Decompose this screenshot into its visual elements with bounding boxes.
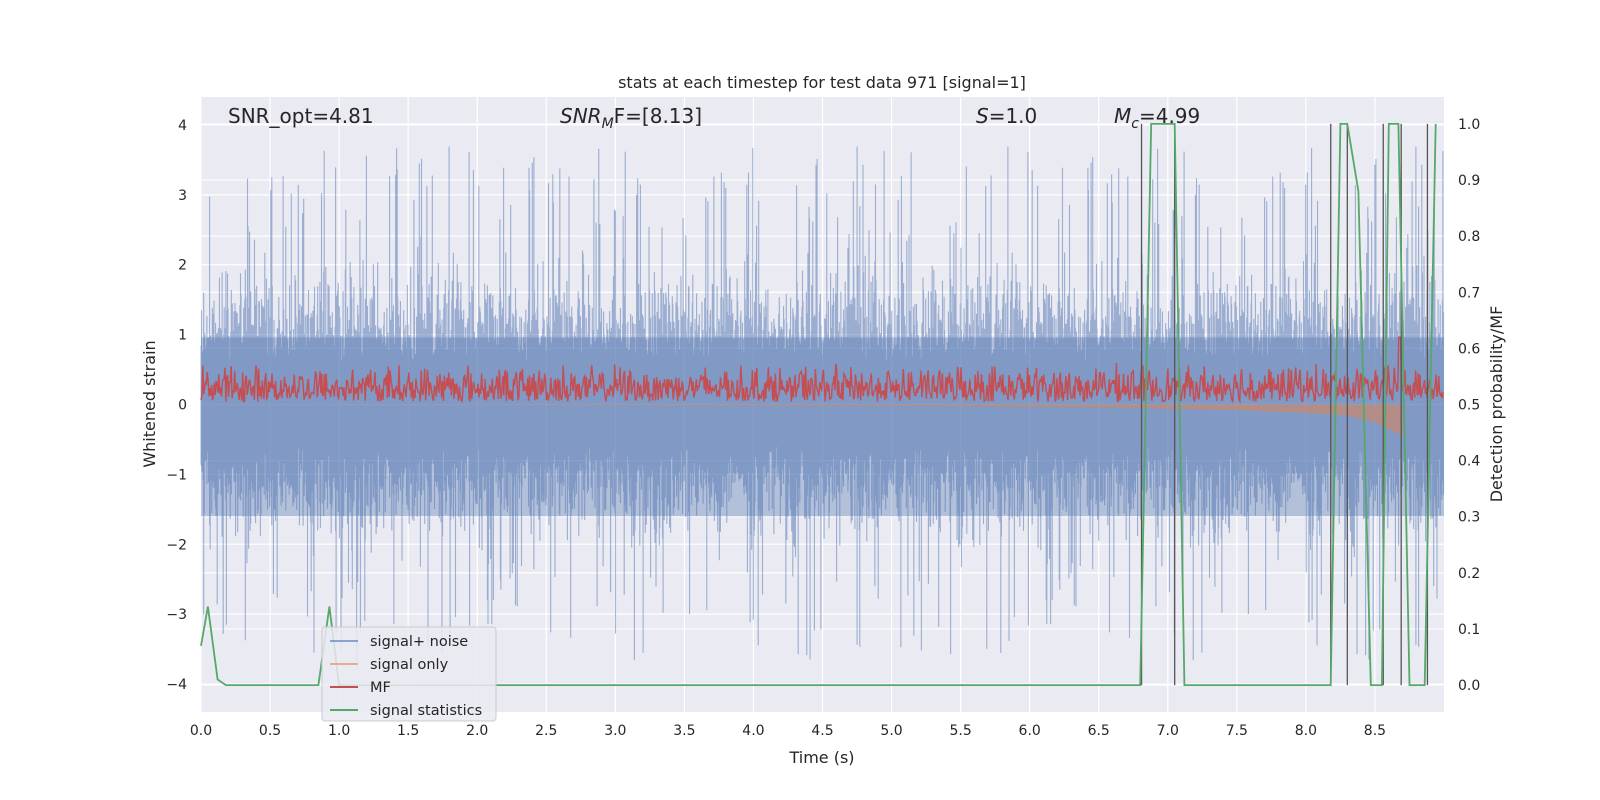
y-tick-label-left: 3 xyxy=(178,188,187,204)
x-tick-label: 4.5 xyxy=(811,723,833,739)
mf-series xyxy=(200,336,1444,404)
x-tick-label: 4.0 xyxy=(742,723,764,739)
mf-line xyxy=(200,336,1444,404)
x-tick-label: 8.5 xyxy=(1364,723,1386,739)
x-tick-label: 3.5 xyxy=(673,723,695,739)
y-tick-label-right: 0.9 xyxy=(1458,173,1480,189)
mc-rest: =4.99 xyxy=(1139,104,1200,128)
y-tick-label-right: 0.6 xyxy=(1458,341,1480,357)
s-var: S xyxy=(976,104,989,128)
y-tick-label-left: 1 xyxy=(178,328,187,344)
y-tick-label-left: −2 xyxy=(166,537,187,553)
mc-sub: c xyxy=(1131,116,1139,132)
y-axis-right-label: Detection probability/MF xyxy=(1487,306,1506,503)
s-rest: =1.0 xyxy=(989,104,1038,128)
annotation-mc: Mc=4.99 xyxy=(1114,104,1200,132)
x-tick-label: 6.0 xyxy=(1019,723,1041,739)
y-axis-right-ticks: 0.0 0.1 0.2 0.3 0.4 0.5 0.6 0.7 0.8 0.9 1.0 xyxy=(1458,117,1480,694)
x-tick-label: 8.0 xyxy=(1295,723,1317,739)
legend-label-signal-noise: signal+ noise xyxy=(370,634,468,650)
y-tick-label-left: 4 xyxy=(178,118,187,134)
signal-noise-series xyxy=(200,146,1445,661)
y-tick-label-left: −3 xyxy=(166,607,187,623)
y-tick-label-right: 0.4 xyxy=(1458,454,1480,470)
y-axis-left-ticks: −4 −3 −2 −1 0 1 2 3 4 xyxy=(166,118,187,693)
signal-statistics-series xyxy=(200,123,1437,686)
x-tick-label: 7.5 xyxy=(1226,723,1248,739)
mc-var: M xyxy=(1114,104,1131,128)
snr-mf-var: SNR xyxy=(560,104,602,128)
y-tick-label-right: 0.8 xyxy=(1458,229,1480,245)
x-tick-label: 5.0 xyxy=(880,723,902,739)
y-tick-label-left: 0 xyxy=(178,398,187,414)
x-tick-label: 0.5 xyxy=(259,723,281,739)
annotation-snr-opt: SNR_opt=4.81 xyxy=(228,104,374,128)
legend-label-mf: MF xyxy=(370,680,391,696)
annotation-snr-mf: SNRMF=[8.13] xyxy=(560,104,702,132)
y-tick-label-left: 2 xyxy=(178,258,187,274)
signal-noise-line xyxy=(200,146,1445,661)
annotation-s: S=1.0 xyxy=(976,104,1037,128)
y-tick-label-left: −1 xyxy=(166,467,187,483)
x-tick-label: 1.5 xyxy=(397,723,419,739)
x-tick-label: 5.5 xyxy=(949,723,971,739)
y-tick-label-left: −4 xyxy=(166,677,187,693)
snr-mf-sub: M xyxy=(602,116,614,132)
y-tick-label-right: 0.2 xyxy=(1458,566,1480,582)
x-tick-label: 2.0 xyxy=(466,723,488,739)
signal-only-envelope xyxy=(201,404,1403,436)
legend: signal+ noise signal only MF signal stat… xyxy=(321,626,497,722)
x-tick-label: 7.0 xyxy=(1157,723,1179,739)
x-tick-label: 0.0 xyxy=(190,723,212,739)
y-tick-label-right: 0.3 xyxy=(1458,510,1480,526)
y-tick-label-right: 0.5 xyxy=(1458,398,1480,414)
legend-box xyxy=(321,626,497,722)
y-axis-left-label: Whitened strain xyxy=(140,340,159,467)
snr-mf-rest: F=[8.13] xyxy=(614,104,702,128)
legend-label-signal-only: signal only xyxy=(370,657,449,673)
x-tick-label: 2.5 xyxy=(535,723,557,739)
x-tick-label: 1.0 xyxy=(328,723,350,739)
x-axis-ticks: 0.0 0.5 1.0 1.5 2.0 2.5 3.0 3.5 4.0 4.5 5.0 5.5 6.0 6… xyxy=(190,723,1386,739)
signal-only-series xyxy=(201,404,1403,436)
legend-label-signal-statistics: signal statistics xyxy=(370,703,482,719)
y-tick-label-right: 0.1 xyxy=(1458,622,1480,638)
signal-noise-core-band xyxy=(201,337,1444,517)
y-tick-label-right: 0.0 xyxy=(1458,678,1480,694)
x-tick-label: 6.5 xyxy=(1088,723,1110,739)
signal-statistics-line xyxy=(200,123,1437,686)
x-tick-label: 3.0 xyxy=(604,723,626,739)
y-tick-label-right: 1.0 xyxy=(1458,117,1480,133)
y-tick-label-right: 0.7 xyxy=(1458,285,1480,301)
x-axis-label: Time (s) xyxy=(788,748,854,767)
chart-title: stats at each timestep for test data 971… xyxy=(618,73,1026,92)
